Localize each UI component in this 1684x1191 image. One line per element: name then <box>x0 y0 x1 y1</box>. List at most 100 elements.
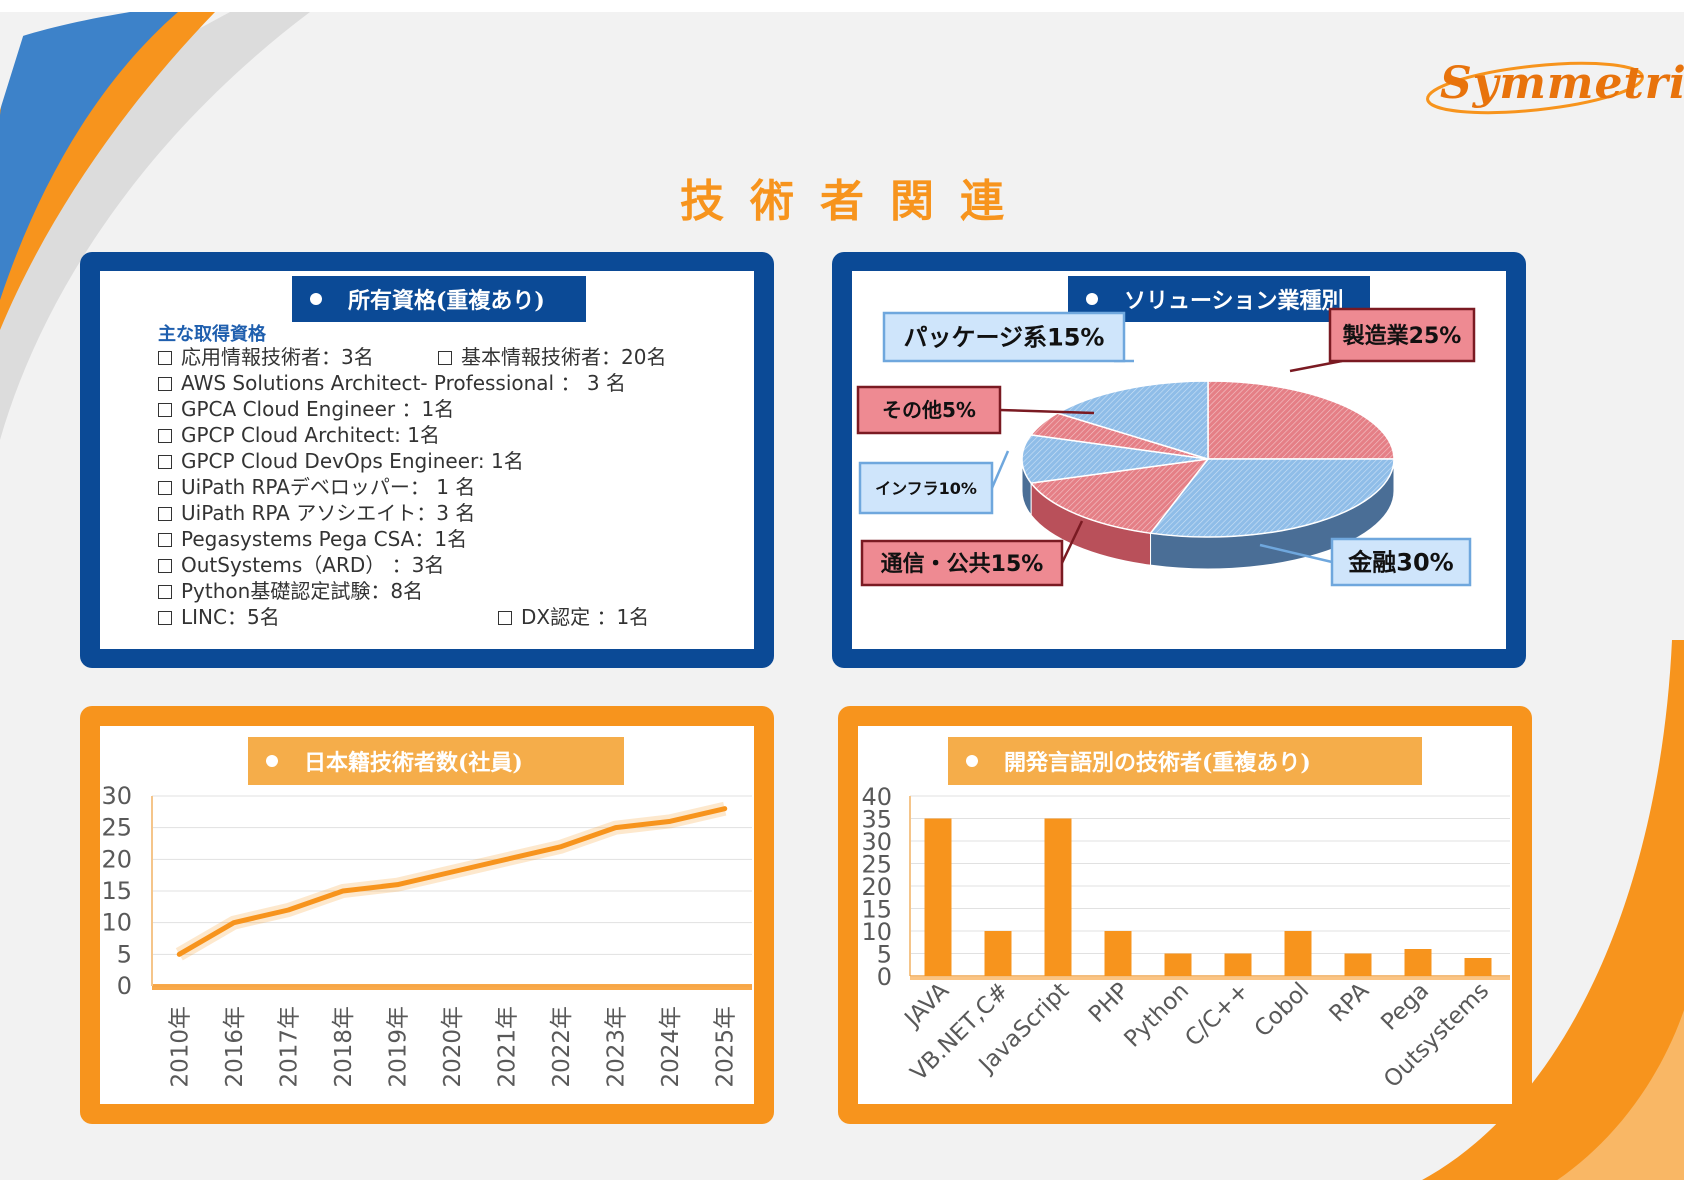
line-point <box>232 921 236 925</box>
x-tick-label: 2025年 <box>713 1006 739 1088</box>
line-point <box>559 845 563 849</box>
pie-leader-line-4 <box>999 408 1095 415</box>
qualification-item: DX認定 ：1名 <box>498 601 649 630</box>
x-tick-label: JAVA <box>899 978 955 1034</box>
qualification-item: 基本情報技術者：20名 <box>438 341 666 370</box>
line-point <box>614 826 618 830</box>
x-tick-label: 2024年 <box>658 1006 684 1088</box>
checkbox-icon <box>158 611 172 625</box>
y-tick-label: 10 <box>101 909 132 937</box>
languages-panel-inner <box>858 726 1512 1104</box>
y-tick-label: 30 <box>101 782 132 810</box>
checkbox-icon <box>158 403 172 417</box>
x-tick-label: 2022年 <box>549 1006 575 1088</box>
qualification-text: LINC：5名 <box>181 605 280 629</box>
qualification-item: UiPath RPAデベロッパー： 1 名 <box>158 471 475 500</box>
bullet-icon <box>266 755 278 767</box>
x-tick-label: 2018年 <box>331 1006 357 1088</box>
y-tick-label: 10 <box>861 918 892 946</box>
pie-leader-line-3 <box>990 450 1010 489</box>
qualification-text: GPCP Cloud Architect: 1名 <box>181 423 440 447</box>
checkbox-icon <box>158 455 172 469</box>
checkbox-icon <box>158 559 172 573</box>
qualifications-subtitle: 主な取得資格 <box>158 324 266 345</box>
logo-text: Symmetrix <box>1440 58 1684 109</box>
pie-label-1: 金融30% <box>1347 549 1453 577</box>
pie-slice-0 <box>1207 380 1395 460</box>
pie-label-0: 製造業25% <box>1342 323 1462 349</box>
y-tick-label: 25 <box>101 814 132 842</box>
x-tick-label: C/C++ <box>1180 978 1254 1052</box>
x-tick-label: 2016年 <box>222 1006 248 1088</box>
y-tick-label: 35 <box>861 806 892 834</box>
page-title: 技術者関連 <box>680 176 1030 227</box>
checkbox-icon <box>158 429 172 443</box>
qualification-text: UiPath RPAデベロッパー： 1 名 <box>181 475 476 499</box>
qualification-text: GPCA Cloud Engineer ：1名 <box>181 397 455 421</box>
checkbox-icon <box>158 481 172 495</box>
bar-2 <box>1044 818 1072 976</box>
x-axis-line <box>910 975 1510 980</box>
pie-label-box-4 <box>856 385 1002 435</box>
qualifications-title-text: 所有資格(重複あり) <box>348 288 545 314</box>
x-tick-label: 2010年 <box>167 1006 193 1088</box>
qualification-item: AWS Solutions Architect- Professional ： … <box>158 367 626 396</box>
engineers-panel-inner <box>100 726 754 1104</box>
y-tick-label: 40 <box>861 783 892 811</box>
y-tick-label: 20 <box>861 873 892 901</box>
qualification-item: Python基礎認定試験：8名 <box>158 575 423 604</box>
x-tick-label: 2020年 <box>440 1006 466 1088</box>
bar-9 <box>1464 958 1492 976</box>
pie-leader-line-2 <box>1060 520 1084 564</box>
pie-label-4: その他5% <box>882 398 976 422</box>
qualification-item: OutSystems（ARD） ：3名 <box>158 549 444 578</box>
qualification-text: OutSystems（ARD） ：3名 <box>181 553 445 577</box>
qualification-item: GPCP Cloud Architect: 1名 <box>158 419 440 448</box>
qualification-item: Pegasystems Pega CSA：1名 <box>158 523 467 552</box>
checkbox-icon <box>158 351 172 365</box>
bullet-icon <box>310 293 322 305</box>
qualification-item: LINC：5名 <box>158 601 280 630</box>
x-tick-label: 2023年 <box>604 1006 630 1088</box>
x-tick-label: 2017年 <box>276 1006 302 1088</box>
engineers-title: 日本籍技術者数(社員) <box>248 737 624 785</box>
x-tick-label: Cobol <box>1250 978 1314 1042</box>
checkbox-icon <box>158 533 172 547</box>
line-point <box>341 889 345 893</box>
pie-label-box-3 <box>858 461 994 515</box>
bar-1 <box>984 931 1012 976</box>
bullet-icon <box>1086 293 1098 305</box>
qualifications-panel-inner <box>100 271 754 649</box>
qualification-text: Pegasystems Pega CSA：1名 <box>181 527 468 551</box>
pie-slice-5 <box>1055 380 1209 461</box>
qualification-text: AWS Solutions Architect- Professional ： … <box>181 371 626 395</box>
line-point <box>450 870 454 874</box>
y-tick-label: 5 <box>877 941 892 969</box>
bar-7 <box>1344 953 1372 976</box>
y-tick-label: 15 <box>101 877 132 905</box>
pie-label-box-1 <box>1330 537 1472 587</box>
x-tick-label: RPA <box>1325 978 1375 1028</box>
x-tick-label: PHP <box>1084 978 1134 1028</box>
bullet-icon <box>966 755 978 767</box>
bar-5 <box>1224 953 1252 976</box>
line-series-glow <box>175 801 727 961</box>
pie-label-box-2 <box>860 539 1064 587</box>
engineers-line-chart: 0 5 10 15 20 25 30 2010年 2016年 2017年 2018年 2019年 202… <box>101 782 752 1088</box>
bar-3 <box>1104 931 1132 976</box>
pie-label-2: 通信・公共15% <box>881 551 1044 577</box>
checkbox-icon <box>158 377 172 391</box>
x-tick-label: 2021年 <box>495 1006 521 1088</box>
pie-slice-3 <box>1021 434 1209 484</box>
pie-label-box-0 <box>1328 307 1476 363</box>
qualification-text: Python基礎認定試験：8名 <box>181 579 424 603</box>
checkbox-icon <box>158 507 172 521</box>
qualification-text: 基本情報技術者：20名 <box>461 345 667 369</box>
line-point <box>723 807 727 811</box>
x-tick-label: 2019年 <box>385 1006 411 1088</box>
pie-label-box-5 <box>882 311 1126 363</box>
bar-4 <box>1164 953 1192 976</box>
qualification-item: UiPath RPA アソシエイト：3 名 <box>158 497 475 526</box>
